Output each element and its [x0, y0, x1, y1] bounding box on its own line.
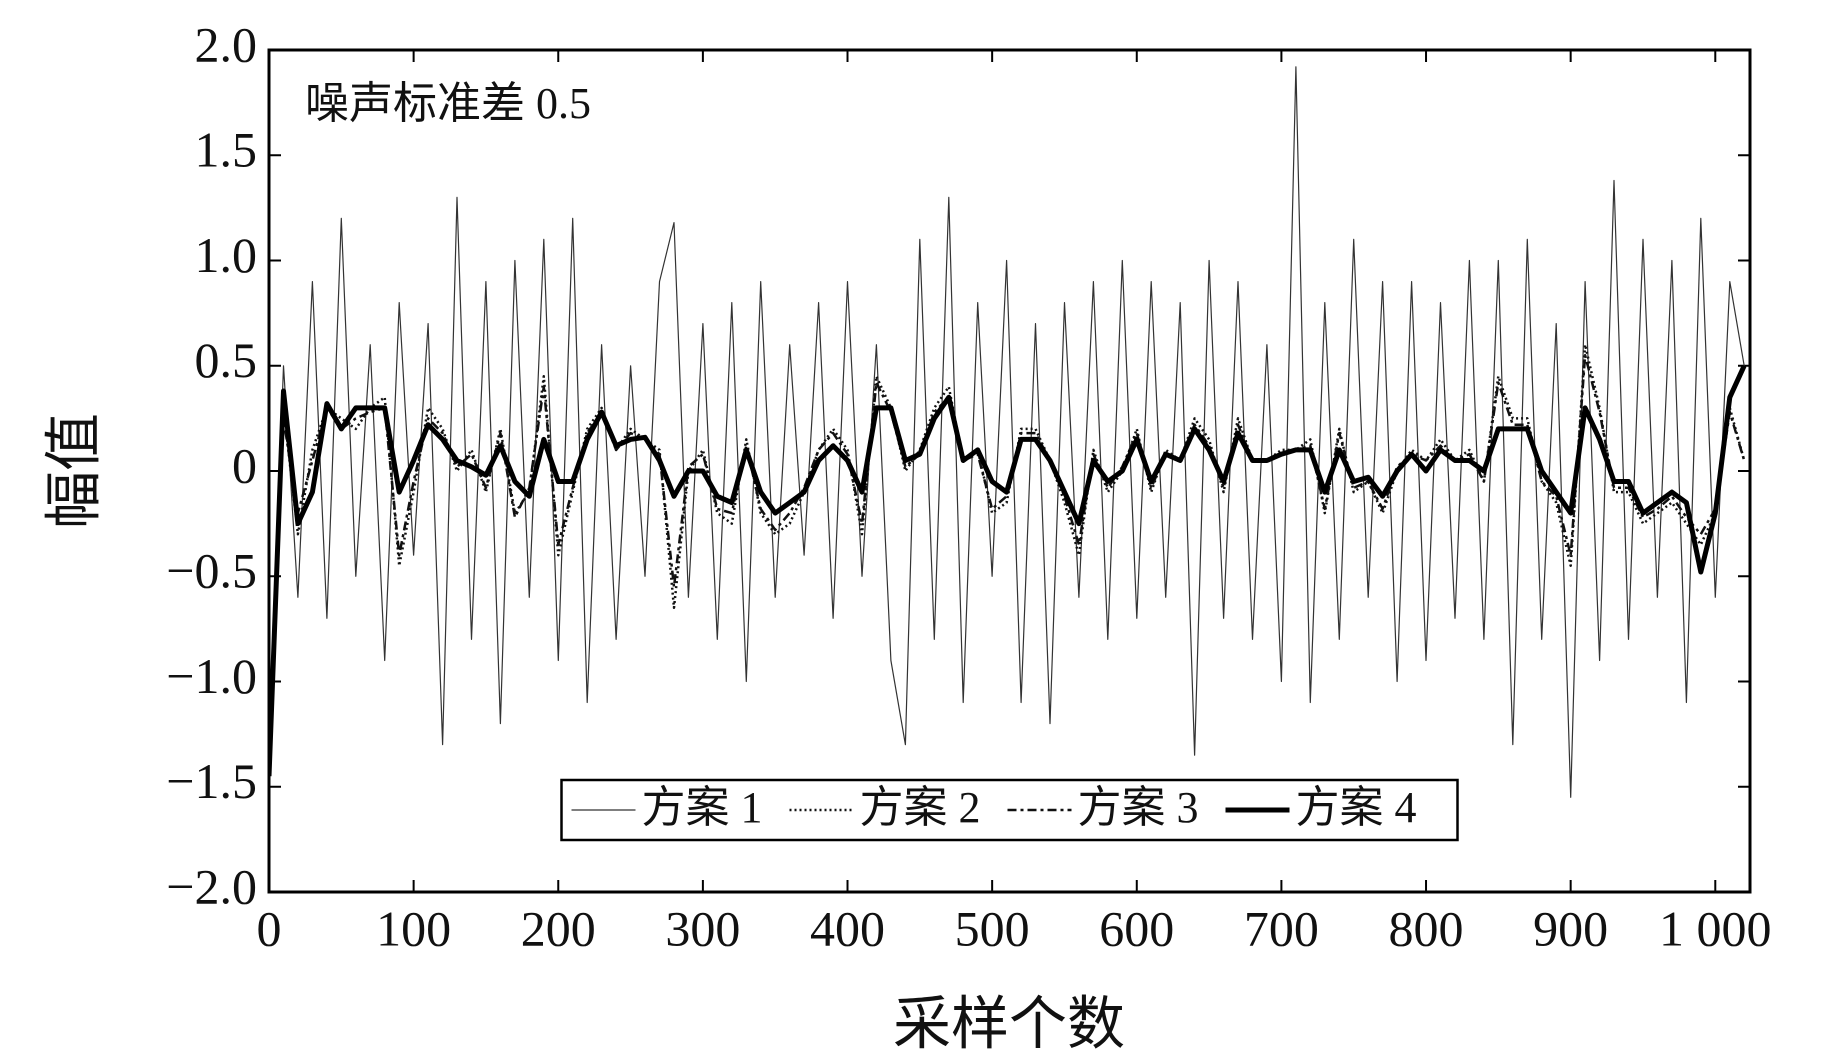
y-tick-label: −1.0: [166, 648, 257, 704]
x-tick-label: 500: [955, 900, 1030, 956]
legend-label: 方案 1: [642, 783, 763, 832]
y-tick-label: −2.0: [166, 858, 257, 914]
x-tick-label: 100: [376, 900, 451, 956]
x-tick-label: 600: [1099, 900, 1174, 956]
y-tick-label: −1.5: [166, 753, 257, 809]
series-line: [269, 343, 1746, 766]
x-tick-label: 900: [1533, 900, 1608, 956]
x-tick-label: 800: [1389, 900, 1464, 956]
y-tick-label: −0.5: [166, 543, 257, 599]
legend-label: 方案 3: [1078, 783, 1199, 832]
x-tick-label: 200: [521, 900, 596, 956]
series-line: [269, 364, 1747, 777]
y-tick-label: 0: [232, 437, 257, 493]
x-tick-label: 1 000: [1659, 900, 1772, 956]
y-tick-label: 1.0: [195, 227, 258, 283]
y-tick-label: 2.0: [195, 16, 258, 72]
y-axis-title: 幅值: [41, 413, 106, 529]
annotation: 噪声标准差 0.5: [305, 79, 591, 128]
series-line: [269, 353, 1746, 766]
legend-label: 方案 4: [1296, 783, 1417, 832]
y-tick-label: 1.5: [195, 122, 258, 178]
x-axis-title: 采样个数: [893, 991, 1125, 1056]
y-tick-label: 0.5: [195, 332, 258, 388]
legend-label: 方案 2: [860, 783, 981, 832]
x-tick-label: 300: [665, 900, 740, 956]
series-line: [269, 66, 1745, 798]
x-tick-label: 0: [257, 900, 282, 956]
x-tick-label: 700: [1244, 900, 1319, 956]
x-tick-label: 400: [810, 900, 885, 956]
